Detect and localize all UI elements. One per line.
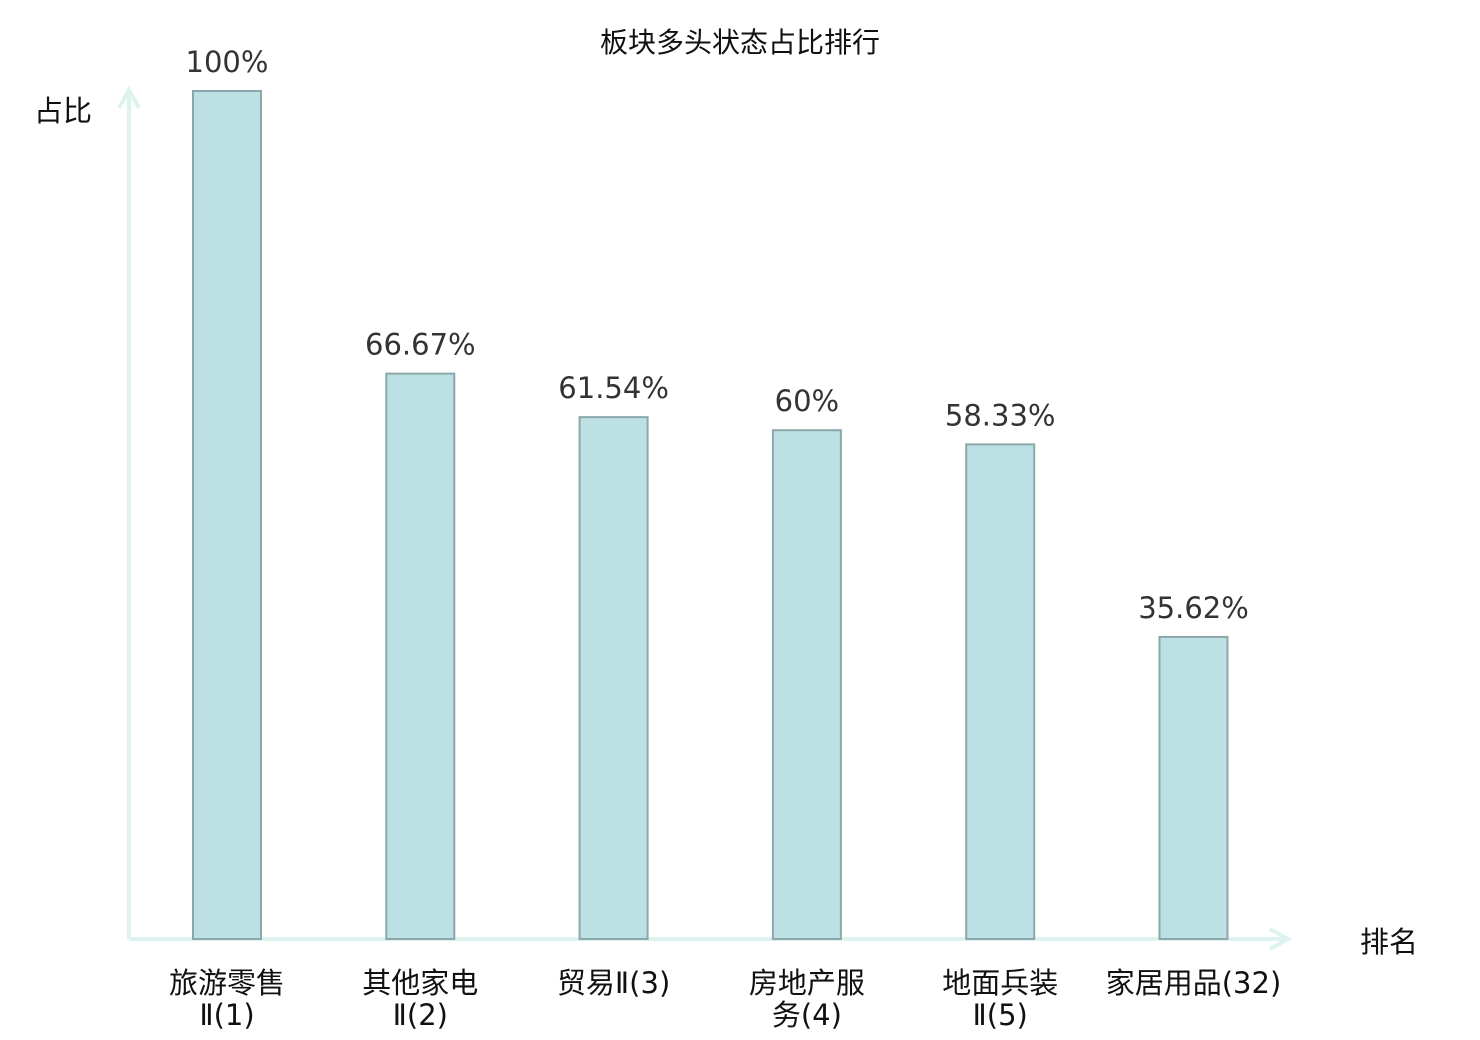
data-label: 61.54% (558, 371, 669, 405)
bar (965, 443, 1036, 940)
x-tick-label: Ⅱ(2) (393, 998, 448, 1032)
data-label: 35.62% (1138, 591, 1249, 625)
x-tick-label: 房地产服 (749, 966, 865, 1000)
x-tick-label: 地面兵装 (942, 966, 1058, 1000)
data-label: 66.67% (365, 328, 476, 362)
y-axis-label: 占比 (34, 94, 92, 128)
bar (192, 90, 262, 940)
data-label: 100% (186, 45, 269, 79)
x-tick-label: 务(4) (772, 998, 842, 1032)
x-tick-label: 家居用品(32) (1106, 966, 1282, 1000)
bar (385, 372, 456, 940)
x-tick-label: 贸易Ⅱ(3) (557, 966, 670, 1000)
x-axis-arrow-icon (1269, 927, 1293, 951)
x-axis-label: 排名 (1360, 925, 1418, 959)
x-tick-label: Ⅱ(1) (199, 998, 254, 1032)
data-label: 58.33% (945, 398, 1056, 432)
x-tick-label: 旅游零售 (169, 966, 285, 1000)
x-tick-label: 其他家电 (362, 966, 478, 1000)
bar (771, 429, 842, 940)
y-axis-arrow-icon (117, 85, 141, 109)
x-tick-label: Ⅱ(5) (973, 998, 1028, 1032)
chart-title: 板块多头状态占比排行 (600, 26, 880, 59)
bar (578, 416, 649, 940)
data-label: 60% (775, 384, 839, 418)
bar (1158, 635, 1229, 940)
